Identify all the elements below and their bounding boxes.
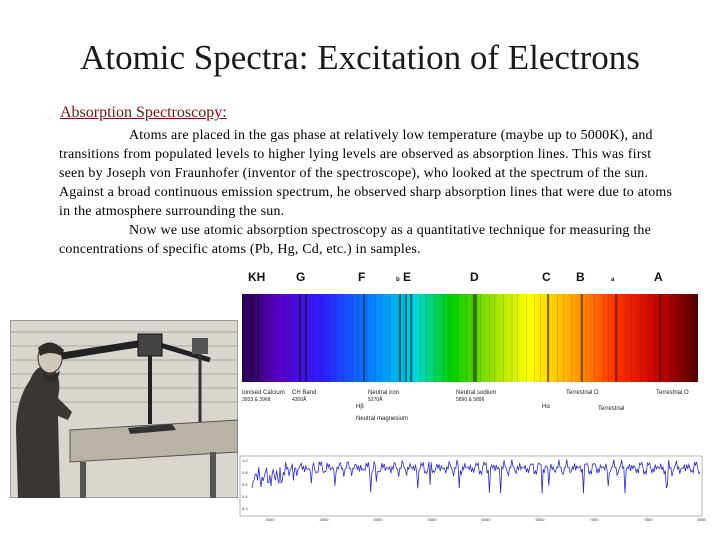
trace-x-tick: 6500 (536, 517, 546, 522)
slide-title: Atomic Spectra: Excitation of Electrons (80, 38, 640, 77)
trace-x-tick: 4500 (320, 517, 330, 522)
section-heading: Absorption Spectroscopy: (60, 104, 227, 121)
trace-frame (239, 455, 703, 517)
trace-x-tick: 5000 (374, 517, 384, 522)
trace-x-tick: 7500 (644, 517, 654, 522)
line-letter: b (396, 277, 400, 283)
paragraph-2-text: Now we use atomic absorption spectroscop… (59, 223, 652, 257)
line-letter: F (358, 270, 365, 284)
svg-text:3933 & 3968: 3933 & 3968 (242, 397, 271, 403)
annotation: Neutral sodium (456, 390, 496, 396)
line-letter: B (576, 270, 585, 284)
trace-x-tick: 6000 (482, 517, 492, 522)
trace-y-tick: 1.0 (242, 458, 248, 463)
absorption-lines (243, 294, 695, 382)
svg-text:4300Å: 4300Å (292, 396, 307, 403)
annotation: Terrestrial O (656, 390, 689, 396)
svg-text:5270Å: 5270Å (368, 396, 383, 403)
line-letter: KH (248, 270, 265, 284)
line-letter: G (296, 270, 305, 284)
line-letter: D (470, 270, 479, 284)
line-letter: A (654, 270, 663, 284)
trace-y-tick: 0.2 (242, 506, 248, 511)
annotation: CH Band (292, 390, 316, 396)
trace-y-tick: 0.4 (242, 494, 248, 499)
fraunhofer-engraving (10, 320, 238, 498)
paragraph-1: Atoms are placed in the gas phase at rel… (59, 126, 679, 221)
line-letter: E (403, 270, 411, 284)
trace-y-tick: 0.6 (242, 482, 248, 487)
annotation: Neutral magnesium (356, 416, 408, 422)
annotation: Hα (542, 404, 550, 410)
line-letter: C (542, 270, 551, 284)
trace-x-tick: 5500 (428, 517, 438, 522)
body-text: Atoms are placed in the gas phase at rel… (59, 126, 679, 259)
solar-spectrum-figure: KH G F b E D C B a A Ionised Calcium 393… (239, 270, 706, 522)
annotation: Neutral iron (368, 390, 399, 396)
spectral-trace (251, 459, 701, 494)
annotation: Hβ (356, 404, 364, 410)
trace-x-tick: 8000 (698, 517, 706, 522)
annotation: Ionised Calcium (242, 390, 285, 396)
spectrum-band (242, 294, 698, 382)
trace-x-tick: 4000 (266, 517, 276, 522)
annotation: Terrestrial O (566, 390, 599, 396)
svg-text:5890 & 5896: 5890 & 5896 (456, 397, 485, 403)
paragraph-1-text: Atoms are placed in the gas phase at rel… (59, 128, 673, 219)
fraunhofer-letters: KH G F b E D C B a A (248, 270, 663, 284)
paragraph-2: Now we use atomic absorption spectroscop… (59, 221, 679, 259)
trace-x-tick: 7000 (590, 517, 600, 522)
line-letter: a (611, 277, 615, 283)
trace-y-tick: 0.8 (242, 470, 248, 475)
annotation: Terrestrial (598, 406, 624, 412)
